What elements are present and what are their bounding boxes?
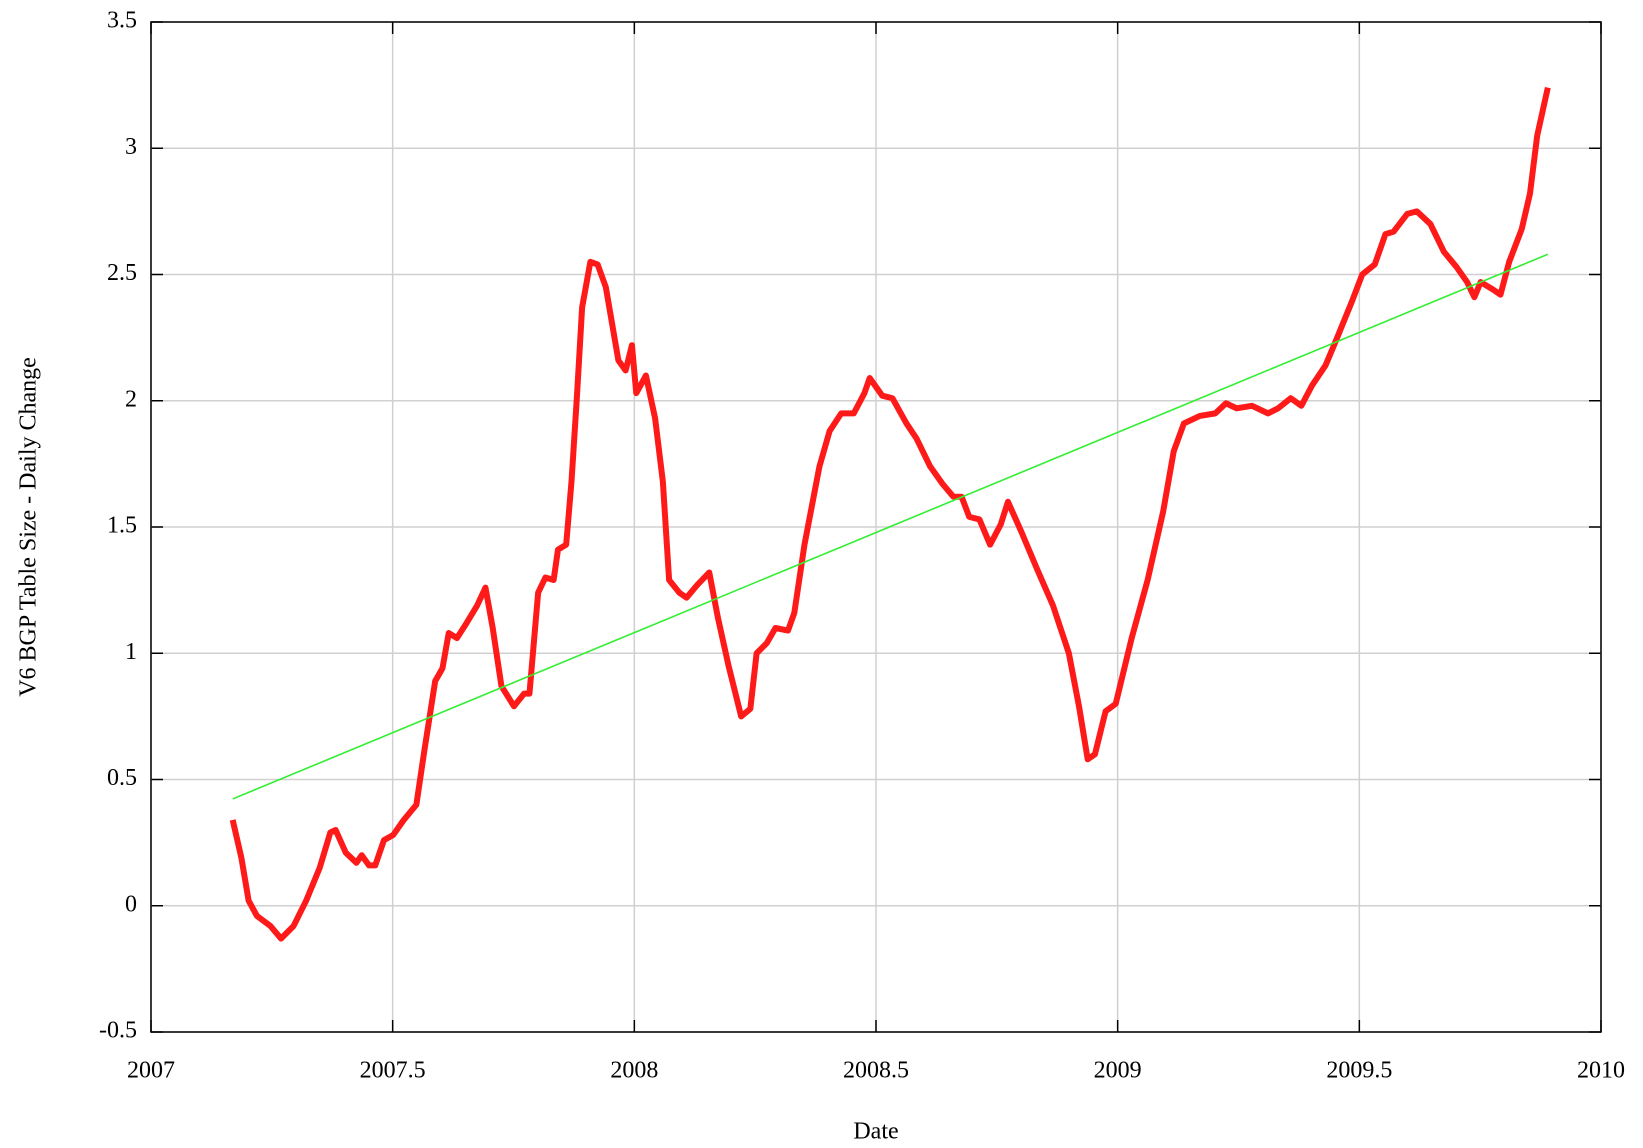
x-tick-label: 2007.5 <box>360 1058 426 1084</box>
x-axis-label: Date <box>853 1119 898 1145</box>
y-tick-label: 2 <box>125 386 137 412</box>
data-line <box>229 87 1551 942</box>
x-tick-label: 2008.5 <box>843 1058 909 1084</box>
x-tick-label: 2009 <box>1094 1058 1142 1084</box>
x-tick-label: 2009.5 <box>1326 1058 1392 1084</box>
y-tick-label: 1.5 <box>107 513 137 539</box>
plot-frame <box>150 21 1602 1033</box>
y-tick-label: 0 <box>125 891 137 917</box>
y-tick-label: 0.5 <box>107 765 137 791</box>
y-tick-label: 3.5 <box>107 8 137 34</box>
y-tick-label: 1 <box>125 639 137 665</box>
x-tick-label: 2008 <box>610 1058 658 1084</box>
x-tick-label: 2007 <box>127 1058 175 1084</box>
data-line <box>232 253 1549 800</box>
x-tick-label: 2010 <box>1577 1058 1625 1084</box>
y-tick-label: 3 <box>125 134 137 160</box>
y-tick-label: 2.5 <box>107 260 137 286</box>
y-tick-label: -0.5 <box>99 1018 137 1044</box>
y-axis-label: V6 BGP Table Size - Daily Change <box>16 357 42 697</box>
